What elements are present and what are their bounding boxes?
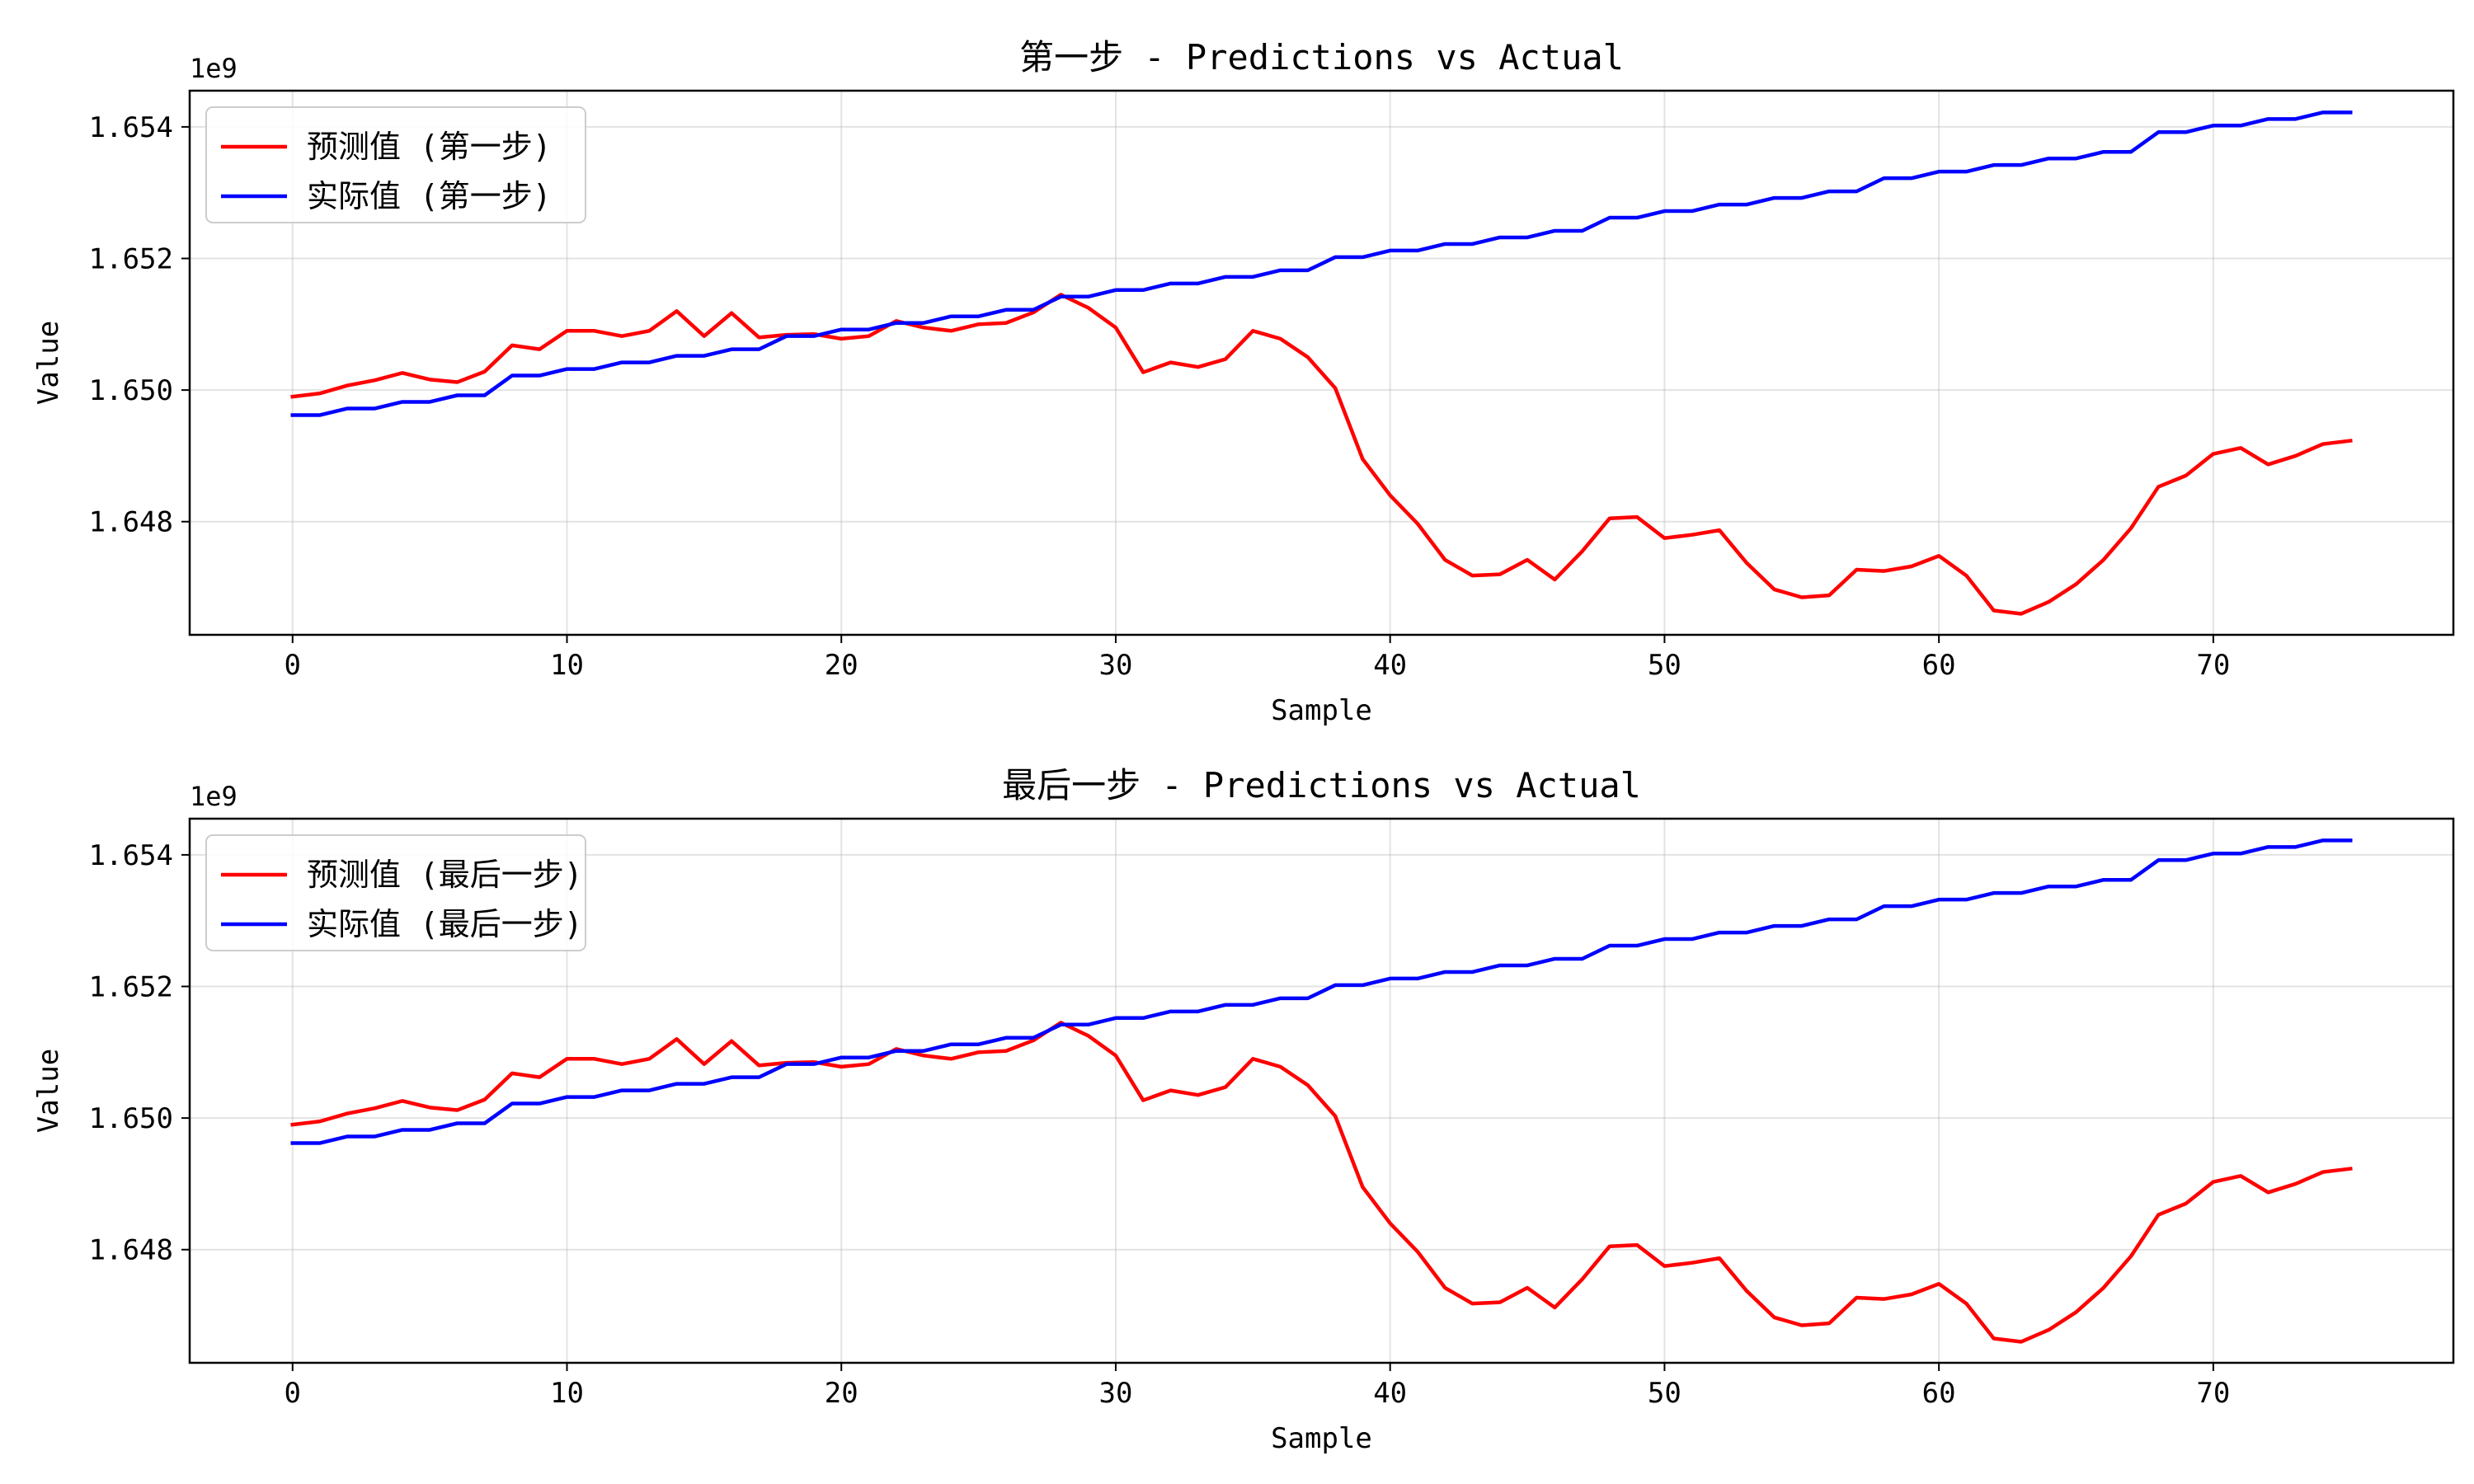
chart-panel-2: 0 10 20 30 40 50 60 70 1.648 1.650 1.652 1.654 1e9 最后… <box>32 765 2455 1455</box>
legend-label: 实际值 (最后一步) <box>307 906 583 942</box>
legend-box <box>205 834 586 951</box>
x-tick-label: 60 <box>1922 649 1956 682</box>
y-offset-label: 1e9 <box>190 781 238 812</box>
y-offset-label: 1e9 <box>190 53 238 84</box>
x-tick-label: 10 <box>550 649 584 682</box>
y-axis-label: Value <box>32 1049 65 1133</box>
chart-title: 第一步 - Predictions vs Actual <box>1019 37 1624 77</box>
x-tick-label: 60 <box>1922 1377 1956 1410</box>
series-line-predicted <box>290 293 2353 616</box>
legend: 预测值 (最后一步) 实际值 (最后一步) <box>205 834 586 951</box>
axes-frame <box>188 817 2455 1364</box>
legend-label: 预测值 (最后一步) <box>307 857 583 893</box>
x-tick-label: 70 <box>2196 1377 2230 1410</box>
x-tick-label: 50 <box>1648 649 1681 682</box>
x-tick-label: 30 <box>1098 649 1132 682</box>
x-tick-label: 50 <box>1648 1377 1681 1410</box>
x-tick-label: 10 <box>550 1377 584 1410</box>
x-axis-label: Sample <box>1271 694 1372 727</box>
chart-title: 最后一步 - Predictions vs Actual <box>1002 765 1641 805</box>
x-tick-label: 30 <box>1098 1377 1132 1410</box>
axes-frame <box>188 89 2455 636</box>
legend: 预测值 (第一步) 实际值 (第一步) <box>205 106 586 223</box>
legend-label: 预测值 (第一步) <box>307 129 552 165</box>
chart-panel-1: 0 10 20 30 40 50 60 70 1.648 1.650 1.652 1.654 1e9 第一… <box>32 37 2455 727</box>
legend-box <box>205 106 586 223</box>
series-line-actual <box>290 838 2353 1145</box>
y-tick-label: 1.650 <box>89 374 173 407</box>
series-line-predicted <box>290 1021 2353 1344</box>
series-line-actual <box>290 110 2353 417</box>
x-tick-label: 20 <box>825 649 858 682</box>
legend-label: 实际值 (第一步) <box>307 178 552 214</box>
x-tick-label: 20 <box>825 1377 858 1410</box>
x-axis-label: Sample <box>1271 1422 1372 1455</box>
y-tick-label: 1.648 <box>89 506 173 539</box>
y-tick-label: 1.650 <box>89 1102 173 1135</box>
x-tick-label: 70 <box>2196 649 2230 682</box>
x-tick-label: 0 <box>285 649 301 682</box>
x-tick-label: 40 <box>1373 649 1407 682</box>
y-tick-label: 1.652 <box>89 243 173 276</box>
x-tick-label: 0 <box>285 1377 301 1410</box>
y-axis-label: Value <box>32 321 65 405</box>
y-tick-label: 1.648 <box>89 1234 173 1267</box>
x-tick-label: 40 <box>1373 1377 1407 1410</box>
y-tick-label: 1.654 <box>89 839 173 872</box>
y-tick-label: 1.652 <box>89 971 173 1004</box>
y-tick-label: 1.654 <box>89 111 173 144</box>
